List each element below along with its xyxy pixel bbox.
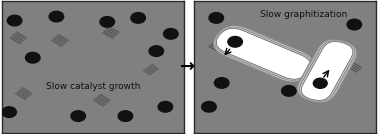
Circle shape (7, 15, 22, 26)
Text: Slow graphitization: Slow graphitization (260, 10, 347, 19)
FancyBboxPatch shape (301, 42, 353, 100)
Circle shape (158, 101, 173, 112)
Circle shape (118, 111, 133, 121)
FancyBboxPatch shape (297, 39, 358, 103)
Circle shape (313, 78, 327, 88)
Circle shape (347, 19, 362, 30)
FancyBboxPatch shape (298, 40, 356, 102)
Circle shape (25, 52, 40, 63)
FancyBboxPatch shape (300, 41, 354, 101)
FancyBboxPatch shape (215, 27, 312, 81)
Circle shape (49, 11, 64, 22)
FancyBboxPatch shape (213, 25, 314, 82)
Text: →: → (180, 58, 195, 76)
Circle shape (228, 36, 242, 47)
FancyBboxPatch shape (216, 28, 311, 79)
Circle shape (282, 86, 296, 96)
Circle shape (71, 111, 85, 121)
Circle shape (202, 101, 216, 112)
Circle shape (164, 29, 178, 39)
Circle shape (209, 13, 223, 23)
Circle shape (131, 13, 146, 23)
Text: Slow catalyst growth: Slow catalyst growth (45, 82, 140, 91)
Circle shape (100, 17, 115, 27)
FancyBboxPatch shape (299, 40, 355, 102)
Circle shape (214, 78, 229, 88)
Circle shape (2, 107, 16, 117)
FancyBboxPatch shape (214, 26, 313, 82)
Circle shape (149, 46, 164, 56)
FancyBboxPatch shape (215, 27, 312, 80)
